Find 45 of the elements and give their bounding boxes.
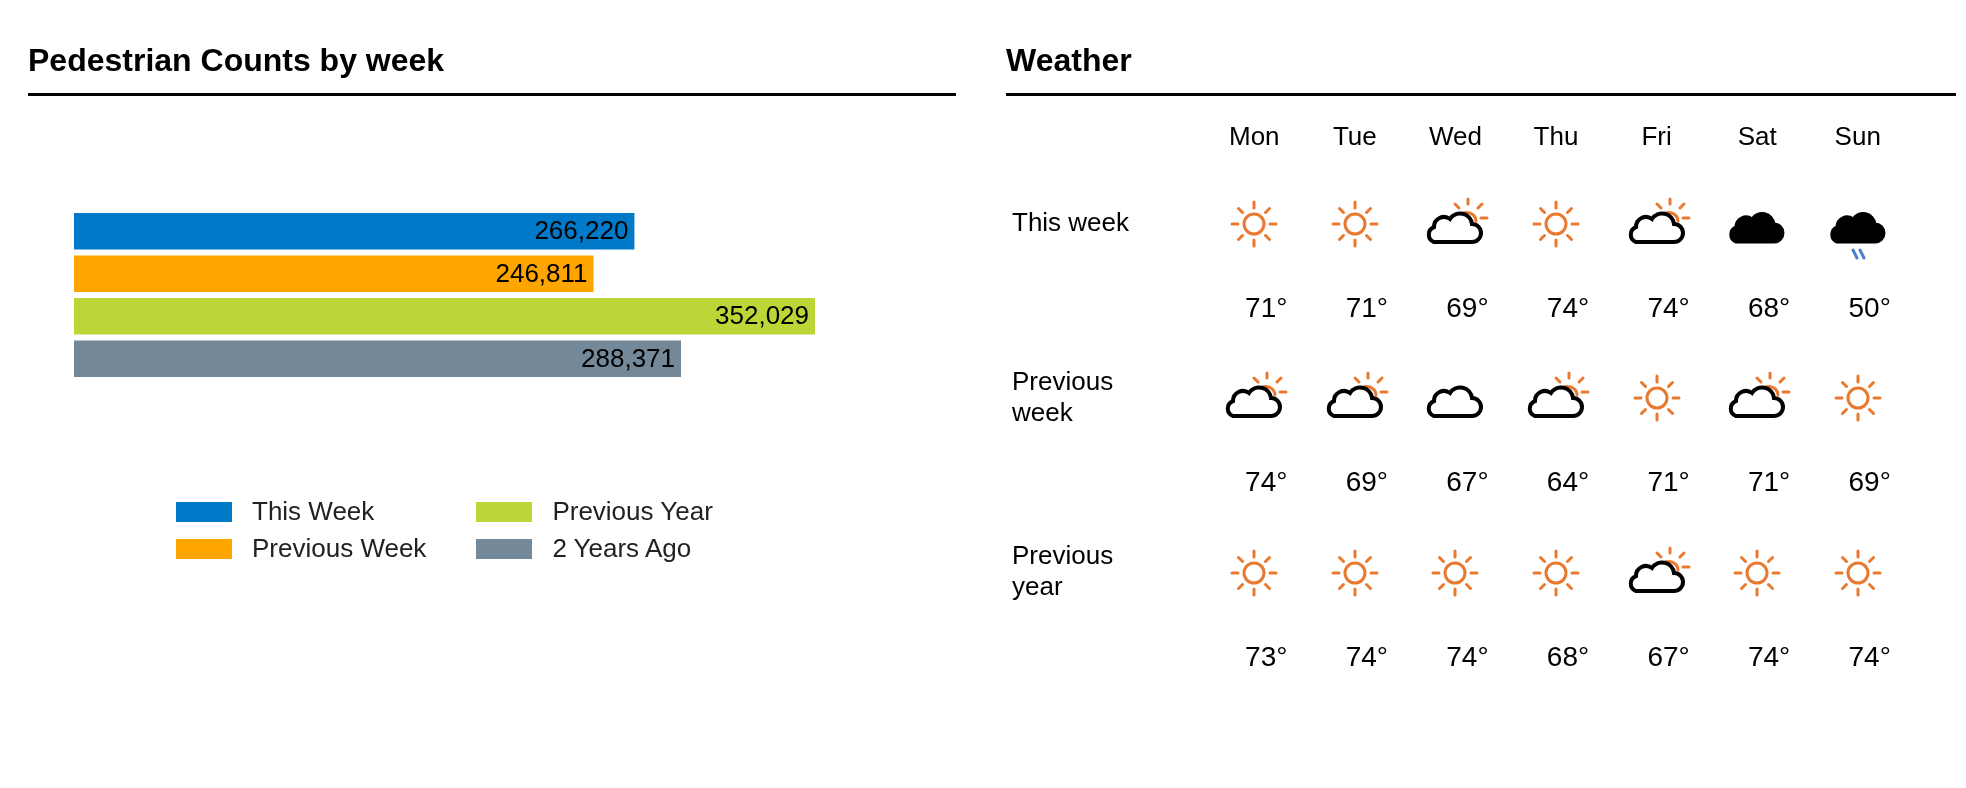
data-label: 288,371 [581,342,676,373]
text: 64° [1546,466,1590,498]
category-label: Tue [1332,120,1377,151]
text: 67° [1446,466,1489,498]
text: 69° [1848,466,1891,498]
chart-title: Pedestrian Counts by week [28,42,956,96]
text: 74° [1345,640,1389,672]
category-label: Sun [1834,120,1881,151]
legend-label: Previous Year [552,496,713,527]
data-label: 352,029 [715,300,810,331]
category-label: Previous week [1012,365,1114,428]
text: 74° [1848,640,1891,672]
text: 74° [1446,640,1489,672]
text: 50° [1848,292,1891,324]
category-label: Sat [1737,120,1778,151]
bar [74,255,594,293]
text: 74° [1245,466,1288,498]
category-label: Fri [1641,120,1672,151]
bar [74,297,816,335]
text: 74° [1747,640,1791,672]
category-label: This week [1012,207,1130,238]
legend-label: This Week [252,496,375,527]
category-label: Previous year [1012,540,1114,602]
legend-label: 2 Years Ago [552,533,692,564]
text: 68° [1546,640,1590,672]
text: Weather [1006,42,1956,96]
category-label: Wed [1428,120,1482,151]
text: 68° [1747,292,1791,324]
text: 69° [1446,292,1489,324]
text: 67° [1647,640,1690,672]
legend-label: Previous Week [252,533,427,564]
category-label: Mon [1229,120,1280,151]
text: 74° [1647,292,1690,324]
text: 74° [1546,292,1590,324]
text: 71° [1345,292,1389,324]
data-label: 246,811 [495,257,588,288]
text: 71° [1747,466,1791,498]
data-label: 266,220 [534,215,629,246]
bar [74,340,682,378]
bar [74,212,635,250]
text: 73° [1245,640,1288,672]
text: 69° [1345,466,1389,498]
text: 71° [1647,466,1690,498]
text: 71° [1245,292,1288,324]
category-label: Thu [1533,120,1579,151]
